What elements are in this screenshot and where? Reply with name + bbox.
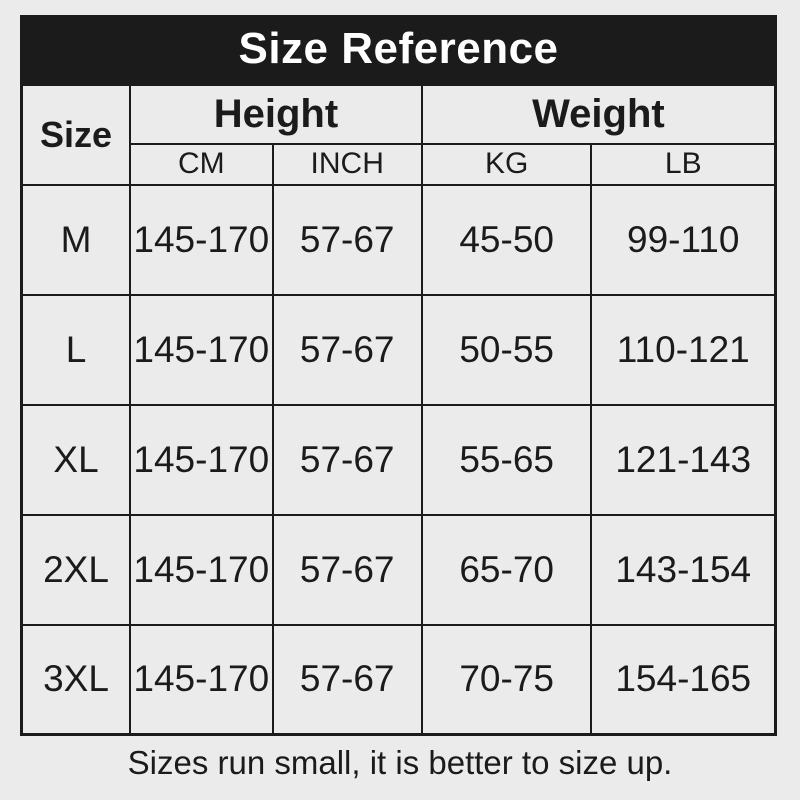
size-label: M (20, 183, 132, 296)
header-kg: KG (420, 142, 593, 186)
height-inch: 57-67 (271, 183, 423, 296)
size-label: 3XL (20, 623, 132, 736)
height-inch: 57-67 (271, 623, 423, 736)
size-label: L (20, 293, 132, 406)
size-label: 2XL (20, 513, 132, 626)
table-row-2xl: 2XL 145-170 57-67 65-70 143-154 (20, 513, 777, 626)
header-height-group: Height (129, 83, 423, 145)
table-row-l: L 145-170 57-67 50-55 110-121 (20, 293, 777, 406)
size-reference-table: Size Height Weight CM INCH KG LB M 145-1… (20, 83, 777, 736)
weight-kg: 45-50 (420, 183, 593, 296)
height-inch: 57-67 (271, 513, 423, 626)
table-row-3xl: 3XL 145-170 57-67 70-75 154-165 (20, 623, 777, 736)
weight-kg: 55-65 (420, 403, 593, 516)
weight-kg: 50-55 (420, 293, 593, 406)
chart-title: Size Reference (238, 24, 559, 73)
height-cm: 145-170 (129, 513, 274, 626)
table-row-m: M 145-170 57-67 45-50 99-110 (20, 183, 777, 296)
weight-lb: 110-121 (590, 293, 777, 406)
table-header-group-row: Size Height Weight (20, 83, 777, 186)
weight-lb: 121-143 (590, 403, 777, 516)
header-weight-group: Weight (420, 83, 777, 145)
height-inch: 57-67 (271, 293, 423, 406)
weight-lb: 99-110 (590, 183, 777, 296)
height-cm: 145-170 (129, 623, 274, 736)
header-lb: LB (590, 142, 777, 186)
header-cm: CM (129, 142, 274, 186)
weight-lb: 154-165 (590, 623, 777, 736)
header-size: Size (20, 83, 132, 186)
header-inch: INCH (271, 142, 423, 186)
weight-lb: 143-154 (590, 513, 777, 626)
table-header-unit-row: CM INCH KG LB (22, 142, 777, 186)
size-advice-note: Sizes run small, it is better to size up… (127, 744, 673, 781)
weight-kg: 70-75 (420, 623, 593, 736)
weight-kg: 65-70 (420, 513, 593, 626)
height-cm: 145-170 (129, 403, 274, 516)
chart-title-bar: Size Reference (20, 15, 777, 83)
size-label: XL (20, 403, 132, 516)
height-inch: 57-67 (271, 403, 423, 516)
height-cm: 145-170 (129, 183, 274, 296)
table-row-xl: XL 145-170 57-67 55-65 121-143 (20, 403, 777, 516)
height-cm: 145-170 (129, 293, 274, 406)
